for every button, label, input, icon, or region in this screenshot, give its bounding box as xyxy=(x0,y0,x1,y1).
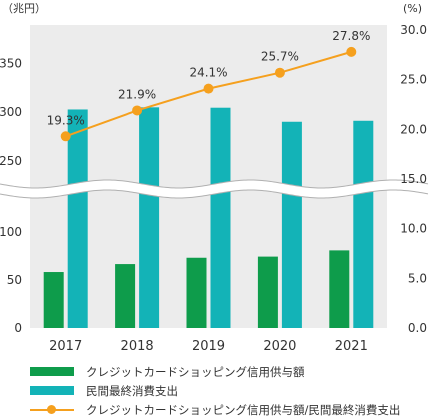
ratio-data-label: 24.1% xyxy=(189,66,227,80)
bar-private-consumption-2018 xyxy=(139,107,160,328)
ratio-point-2021 xyxy=(346,46,357,57)
bar-credit-shopping-2020 xyxy=(257,256,278,328)
x-tick-label: 2018 xyxy=(121,339,154,354)
right-axis-ticks: 0.0 5.0 10.0 15.0 20.0 25.0 30.0 xyxy=(400,23,427,335)
left-tick-label: 350 xyxy=(0,56,22,70)
legend-swatch-line xyxy=(30,405,74,414)
ratio-data-label: 27.8% xyxy=(332,29,370,43)
left-tick-label: 300 xyxy=(0,105,22,119)
legend-item-ratio: クレジットカードショッピング信用供与額/民間最終消費支出 xyxy=(30,400,400,419)
ratio-data-label: 19.3% xyxy=(47,113,85,127)
bars-credit-shopping xyxy=(43,250,350,328)
bars-private-consumption xyxy=(67,107,374,329)
x-tick-label: 2021 xyxy=(335,339,368,354)
ratio-data-label: 21.9% xyxy=(118,87,156,101)
axis-break-edge-top xyxy=(0,179,429,189)
plot-area xyxy=(30,25,387,328)
legend-label: 民間最終消費支出 xyxy=(86,383,178,398)
axis-break xyxy=(0,179,429,199)
right-tick-label: 5.0 xyxy=(408,271,427,285)
left-tick-label: 50 xyxy=(7,273,22,287)
right-axis-unit: (%) xyxy=(403,2,422,15)
bar-credit-shopping-2019 xyxy=(186,257,207,328)
bar-private-consumption-2017 xyxy=(67,109,88,328)
ratio-point-2020 xyxy=(274,67,285,78)
right-tick-label: 20.0 xyxy=(400,122,427,136)
bar-credit-shopping-2021 xyxy=(329,250,350,328)
bar-credit-shopping-2018 xyxy=(115,264,136,328)
legend-label: クレジットカードショッピング信用供与額/民間最終消費支出 xyxy=(86,402,401,417)
bar-private-consumption-2021 xyxy=(353,120,374,329)
right-tick-label: 30.0 xyxy=(400,23,427,37)
legend-swatch-green xyxy=(30,367,74,376)
legend-label: クレジットカードショッピング信用供与額 xyxy=(86,364,305,379)
legend-item-private-consumption: 民間最終消費支出 xyxy=(30,381,400,400)
right-tick-label: 25.0 xyxy=(400,73,427,87)
bar-private-consumption-2019 xyxy=(210,107,231,329)
right-tick-label: 10.0 xyxy=(400,222,427,236)
bar-credit-shopping-2017 xyxy=(43,272,64,328)
legend-item-credit-shopping: クレジットカードショッピング信用供与額 xyxy=(30,362,400,381)
axis-break-band xyxy=(0,180,429,198)
left-tick-label: 250 xyxy=(0,154,22,168)
left-tick-label: 100 xyxy=(0,225,22,239)
x-tick-label: 2017 xyxy=(49,339,82,354)
x-axis-ticks: 2017 2018 2019 2020 2021 xyxy=(49,339,368,354)
axis-break-edge-bottom xyxy=(0,189,429,199)
ratio-point-2019 xyxy=(203,83,214,94)
left-tick-label: 0 xyxy=(14,321,22,335)
line-ratio: 19.3% 21.9% 24.1% 25.7% 27.8% xyxy=(47,29,370,142)
bar-private-consumption-2020 xyxy=(281,121,302,328)
left-axis-unit: （兆円） xyxy=(2,2,46,15)
right-tick-label: 0.0 xyxy=(408,321,427,335)
left-axis-ticks: 0 50 100 250 300 350 xyxy=(0,56,22,335)
legend-swatch-teal xyxy=(30,386,74,395)
x-tick-label: 2020 xyxy=(263,339,296,354)
ratio-point-2018 xyxy=(132,105,143,116)
right-tick-label: 15.0 xyxy=(400,172,427,186)
legend: クレジットカードショッピング信用供与額 民間最終消費支出 クレジットカードショッ… xyxy=(30,362,400,419)
ratio-data-label: 25.7% xyxy=(261,50,299,64)
ratio-point-2017 xyxy=(60,131,71,142)
x-tick-label: 2019 xyxy=(192,339,225,354)
